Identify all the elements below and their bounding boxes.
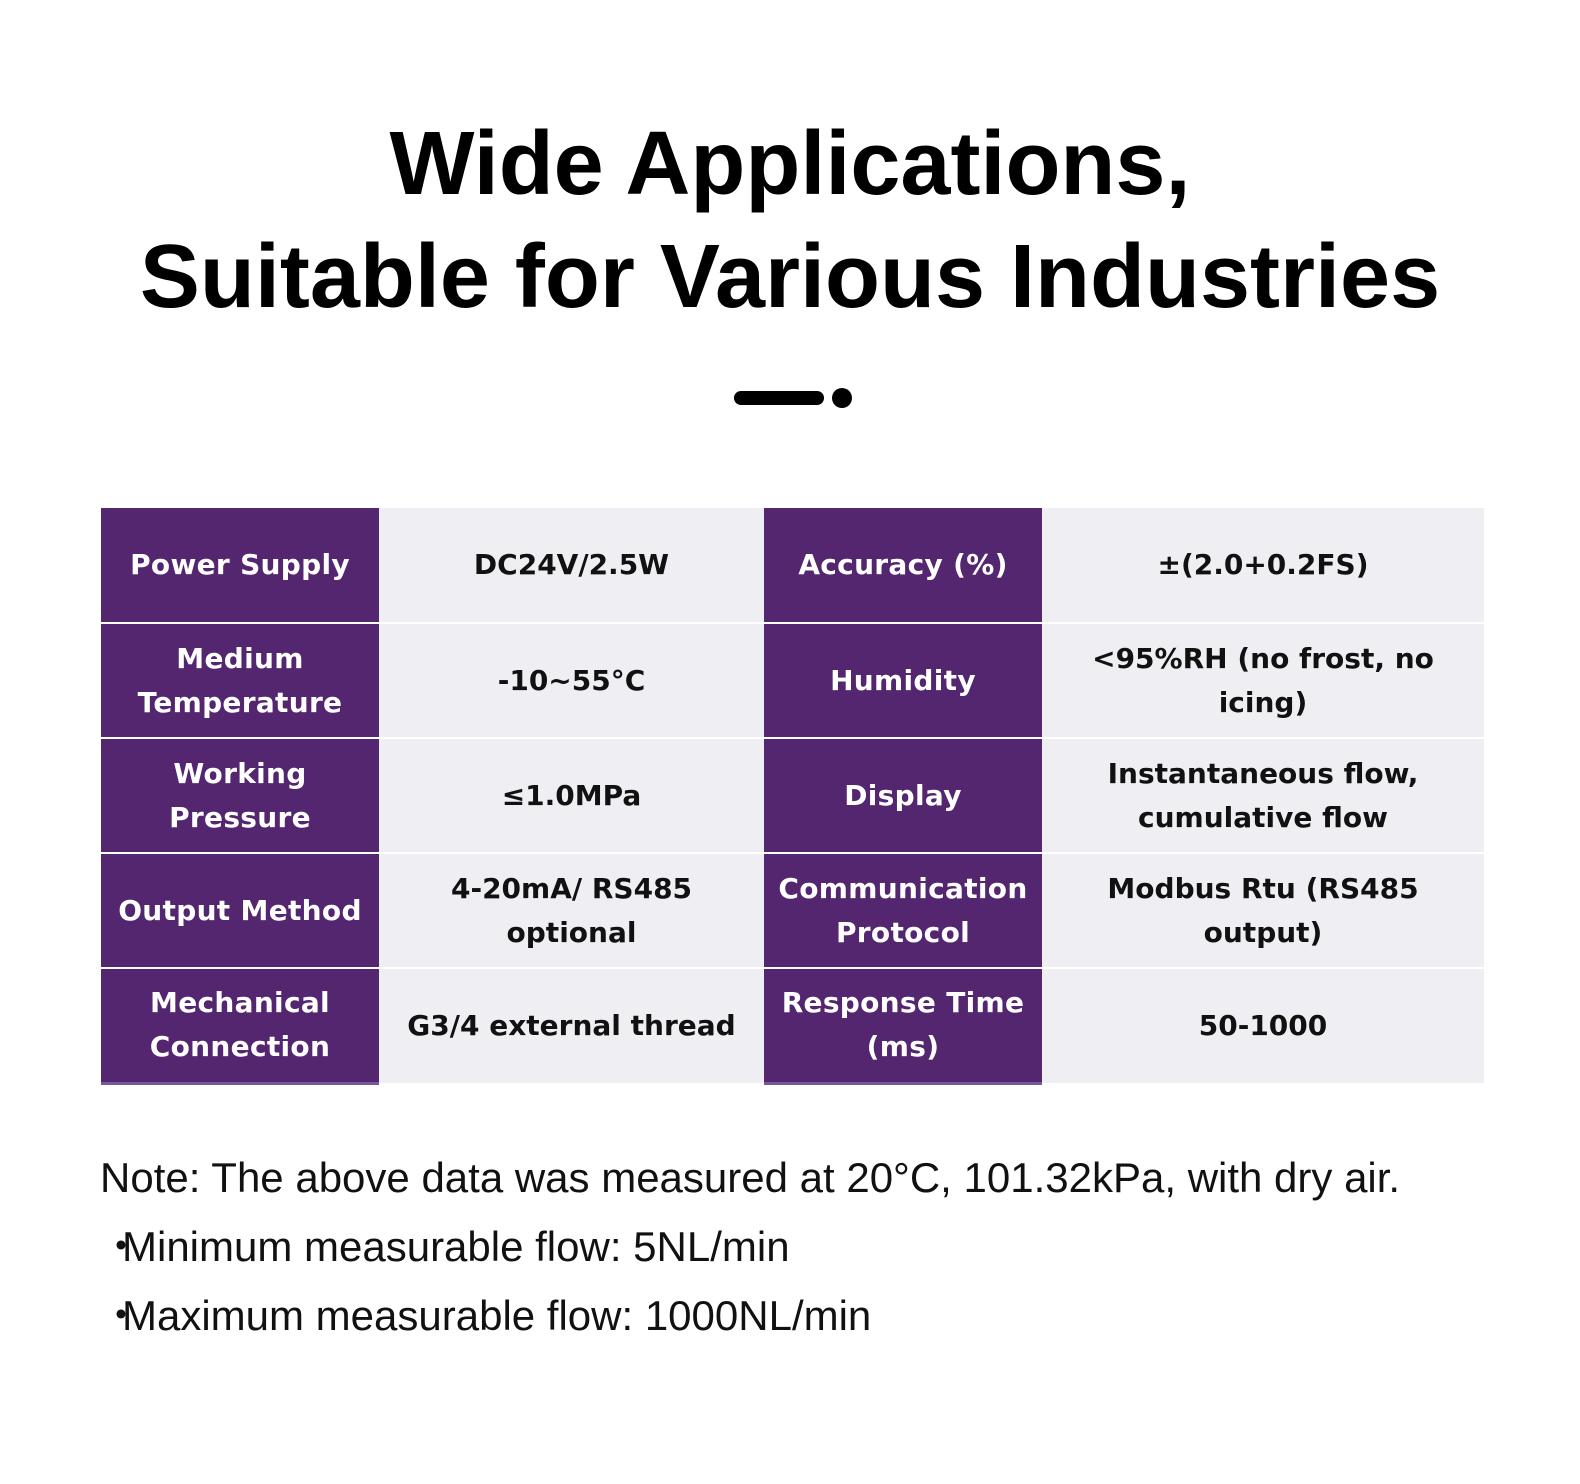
title-divider: [734, 388, 854, 412]
table-row: Working Pressure ≤1.0MPa Display Instant…: [101, 738, 1484, 854]
spec-value: ≤1.0MPa: [379, 738, 764, 854]
spec-label: Communication Protocol: [764, 853, 1042, 969]
max-flow-item: ・Maximum measurable flow: 1000NL/min: [100, 1288, 1540, 1357]
spec-value: ±(2.0+0.2FS): [1042, 508, 1484, 624]
max-flow-text: Maximum measurable flow: 1000NL/min: [122, 1292, 872, 1339]
spec-label: Output Method: [101, 853, 379, 969]
title-line-1: Wide Applications,: [389, 114, 1191, 214]
spec-label: Response Time (ms): [764, 968, 1042, 1085]
table-row: Output Method 4-20mA/ RS485 optional Com…: [101, 853, 1484, 969]
page-title: Wide Applications, Suitable for Various …: [0, 108, 1580, 334]
spec-label: Working Pressure: [101, 738, 379, 854]
spec-value: -10~55°C: [379, 623, 764, 739]
spec-table: Power Supply DC24V/2.5W Accuracy (%) ±(2…: [101, 508, 1484, 1085]
spec-label: Mechanical Connection: [101, 968, 379, 1085]
spec-label: Humidity: [764, 623, 1042, 739]
spec-label: Power Supply: [101, 508, 379, 624]
spec-value: DC24V/2.5W: [379, 508, 764, 624]
bullet-icon: ・: [100, 1292, 143, 1339]
divider-bar: [734, 391, 824, 405]
notes-section: Note: The above data was measured at 20°…: [100, 1150, 1540, 1357]
min-flow-item: ・Minimum measurable flow: 5NL/min: [100, 1219, 1540, 1288]
spec-value: 4-20mA/ RS485 optional: [379, 853, 764, 969]
spec-value: Instantaneous flow, cumulative flow: [1042, 738, 1484, 854]
table-row: Medium Temperature -10~55°C Humidity <95…: [101, 623, 1484, 739]
spec-label: Medium Temperature: [101, 623, 379, 739]
note-text: Note: The above data was measured at 20°…: [100, 1154, 1401, 1201]
spec-label: Accuracy (%): [764, 508, 1042, 624]
table-row: Mechanical Connection G3/4 external thre…: [101, 968, 1484, 1085]
min-flow-text: Minimum measurable flow: 5NL/min: [122, 1223, 790, 1270]
spec-label: Display: [764, 738, 1042, 854]
spec-value: Modbus Rtu (RS485 output): [1042, 853, 1484, 969]
bullet-icon: ・: [100, 1223, 143, 1270]
table-row: Power Supply DC24V/2.5W Accuracy (%) ±(2…: [101, 508, 1484, 624]
spec-value: G3/4 external thread: [379, 968, 764, 1083]
divider-dot: [832, 388, 852, 408]
title-line-2: Suitable for Various Industries: [139, 227, 1441, 327]
spec-value: 50-1000: [1042, 968, 1484, 1083]
spec-value: <95%RH (no frost, no icing): [1042, 623, 1484, 739]
